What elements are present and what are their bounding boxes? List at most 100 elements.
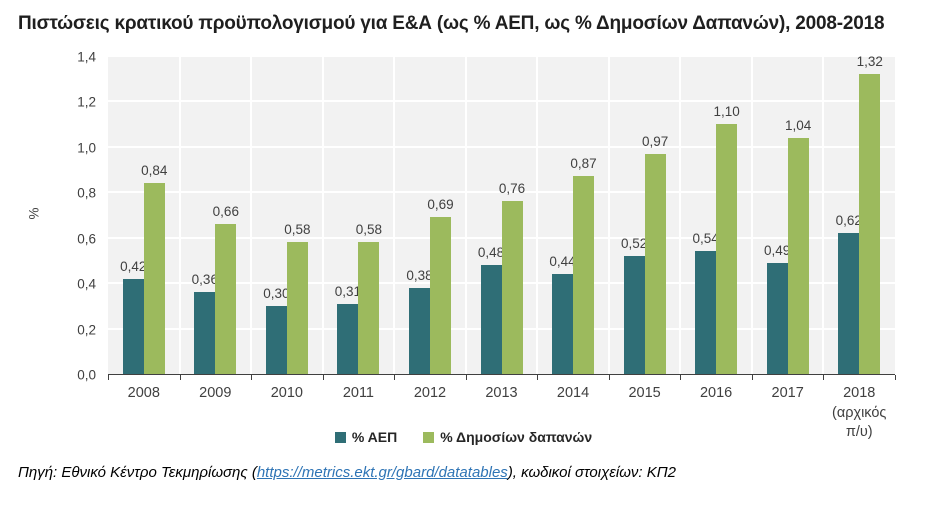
bar-gdp-2011 <box>337 303 359 374</box>
legend-label: % ΑΕΠ <box>351 429 398 445</box>
bar-value-label: 0,44 <box>549 254 576 270</box>
bar-public-2018 <box>859 74 881 374</box>
legend: % ΑΕΠ % Δημοσίων δαπανών <box>0 429 927 445</box>
x-tick-mark <box>895 375 896 380</box>
x-category-label: 2012 <box>413 385 447 401</box>
x-tick-mark <box>465 375 467 380</box>
bar-value-label: 0,48 <box>477 244 505 260</box>
y-tick-label: 1,4 <box>77 49 96 65</box>
bar-public-2008 <box>143 183 165 374</box>
x-tick-mark <box>251 375 253 380</box>
x-tick-mark <box>322 375 324 380</box>
bar-value-label: 0,97 <box>641 133 669 149</box>
bar-public-2012 <box>429 217 451 374</box>
gridline-horizontal <box>108 100 895 103</box>
y-tick-label: 0,8 <box>77 185 96 201</box>
y-tick-label: 1,0 <box>77 140 96 156</box>
x-category-label: 2017 <box>771 385 804 401</box>
bar-value-label: 0,31 <box>334 283 362 299</box>
bar-value-label: 0,84 <box>141 163 168 179</box>
bar-value-label: 0,36 <box>191 272 218 288</box>
x-tick-mark <box>823 375 825 380</box>
bar-public-2013 <box>501 201 523 374</box>
y-tick-label: 0,4 <box>77 276 96 292</box>
bar-value-label: 0,42 <box>120 258 147 274</box>
gridline-vertical <box>607 57 610 374</box>
bar-value-label: 1,04 <box>785 117 812 133</box>
bar-gdp-2015 <box>623 255 645 374</box>
bar-public-2014 <box>573 176 595 374</box>
gridline-vertical <box>250 57 253 374</box>
bar-gdp-2013 <box>480 264 502 374</box>
x-category-label: 2013 <box>485 385 518 401</box>
bar-public-2010 <box>286 242 308 374</box>
bar-value-label: 1,10 <box>713 104 740 120</box>
legend-swatch-icon <box>423 431 435 443</box>
x-category-label: 2009 <box>199 385 232 401</box>
x-category-label: 2011 <box>342 385 374 401</box>
bar-value-label: 1,32 <box>856 54 883 70</box>
gridline-horizontal <box>108 191 895 194</box>
bar-public-2015 <box>644 153 666 374</box>
gridline-vertical <box>750 57 753 374</box>
bar-public-2017 <box>787 137 809 374</box>
x-tick-mark <box>537 375 539 380</box>
chart-title: Πιστώσεις κρατικού προϋπολογισμού για Ε&… <box>18 13 885 34</box>
bar-gdp-2010 <box>265 305 287 374</box>
bar-gdp-2014 <box>552 274 574 374</box>
x-category-label: 2018 (αρχικός π/υ) <box>832 385 887 441</box>
gridline-vertical <box>822 57 825 374</box>
x-category-label: 2016 <box>699 385 733 401</box>
x-category-label: 2010 <box>270 385 303 401</box>
bar-value-label: 0,54 <box>692 231 719 247</box>
bar-value-label: 0,62 <box>835 213 862 229</box>
bar-gdp-2009 <box>194 292 216 374</box>
x-tick-mark <box>608 375 610 380</box>
x-tick-mark <box>680 375 682 380</box>
y-tick-label: 1,2 <box>77 94 96 110</box>
gridline-horizontal <box>108 55 895 57</box>
bar-value-label: 0,69 <box>427 197 454 213</box>
bar-value-label: 0,49 <box>764 242 791 258</box>
x-tick-mark <box>751 375 753 380</box>
bar-value-label: 0,58 <box>355 222 383 238</box>
gridline-vertical <box>178 57 181 374</box>
source-link[interactable]: https://metrics.ekt.gr/gbard/datatables <box>256 464 508 481</box>
bar-value-label: 0,52 <box>620 235 648 251</box>
bar-public-2016 <box>716 124 738 374</box>
gridline-horizontal <box>108 145 895 148</box>
y-tick-label: 0,2 <box>77 322 96 338</box>
bar-gdp-2017 <box>766 262 788 374</box>
plot-area: 0,42 0,84 0,36 0,66 0,30 0,58 0,31 0,58 0,38 0,69… <box>108 54 895 375</box>
bar-public-2011 <box>358 242 380 374</box>
bar-gdp-2012 <box>408 287 430 374</box>
bar-value-label: 0,30 <box>263 285 290 301</box>
bar-gdp-2018 <box>838 233 860 374</box>
gridline-vertical <box>464 57 467 374</box>
bar-value-label: 0,58 <box>284 222 311 238</box>
bar-value-label: 0,38 <box>406 267 433 283</box>
y-tick-label: 0,0 <box>77 367 96 383</box>
gridline-vertical <box>679 57 682 374</box>
x-category-label: 2014 <box>556 385 590 401</box>
x-category-label: 2015 <box>628 385 661 401</box>
y-axis-title: % <box>26 207 42 220</box>
source-text-suffix: ), κωδικοί στοιχείων: ΚΠ2 <box>507 464 676 481</box>
legend-item-gdp: % ΑΕΠ <box>334 429 398 445</box>
bar-value-label: 0,76 <box>498 181 526 197</box>
y-tick-label: 0,6 <box>77 231 96 247</box>
legend-swatch-icon <box>334 431 346 443</box>
source-note: Πηγή: Εθνικό Κέντρο Τεκμηρίωσης (https:/… <box>18 464 918 481</box>
x-category-label: 2008 <box>127 385 160 401</box>
gridline-vertical <box>536 57 539 374</box>
bar-value-label: 0,87 <box>570 156 597 172</box>
gridline-vertical <box>321 57 324 374</box>
x-tick-mark <box>394 375 396 380</box>
bar-gdp-2008 <box>122 278 144 374</box>
legend-label: % Δημοσίων δαπανών <box>440 429 593 445</box>
source-text-prefix: Πηγή: Εθνικό Κέντρο Τεκμηρίωσης ( <box>18 464 257 481</box>
gridline-vertical <box>393 57 396 374</box>
x-tick-mark <box>108 375 109 380</box>
bar-public-2009 <box>215 224 237 374</box>
